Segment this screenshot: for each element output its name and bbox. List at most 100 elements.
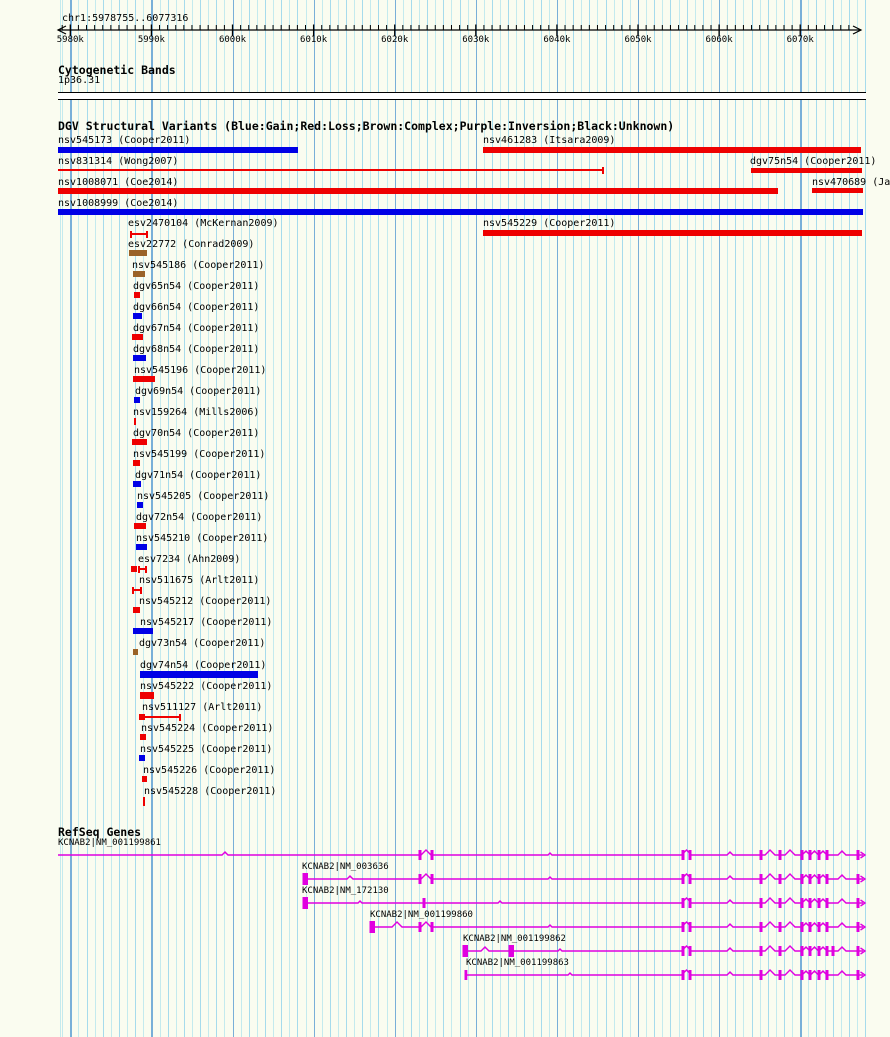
gene-model[interactable] <box>464 969 867 980</box>
variant-bar[interactable] <box>812 188 863 193</box>
variant-label[interactable]: nsv545173 (Cooper2011) <box>58 135 191 146</box>
variant-bar[interactable] <box>139 714 145 720</box>
cytoband-bar[interactable] <box>58 91 866 100</box>
gene-model[interactable] <box>302 873 867 885</box>
variant-bar[interactable] <box>134 418 136 425</box>
variant-label[interactable]: nsv159264 (Mills2006) <box>133 407 260 418</box>
variant-label[interactable]: dgv69n54 (Cooper2011) <box>135 386 262 397</box>
gene-exon-box[interactable] <box>302 897 308 909</box>
variant-bar[interactable] <box>134 397 140 403</box>
variant-label[interactable]: nsv511675 (Arlt2011) <box>139 575 260 586</box>
variant-bar[interactable] <box>134 292 140 298</box>
variant-span-line[interactable] <box>58 169 604 171</box>
gene-exon-tick[interactable] <box>808 898 812 908</box>
gene-exon-tick[interactable] <box>759 946 763 956</box>
gene-label[interactable]: KCNAB2|NM_001199860 <box>370 910 473 920</box>
gene-intron-line[interactable] <box>371 921 863 928</box>
gene-exon-tick[interactable] <box>422 898 426 908</box>
gene-exon-tick[interactable] <box>800 850 804 860</box>
variant-end-cap[interactable] <box>132 586 134 594</box>
gene-label[interactable]: KCNAB2|NM_003636 <box>302 862 389 872</box>
gene-exon-tick[interactable] <box>430 874 434 884</box>
variant-bar[interactable] <box>133 481 141 487</box>
variant-label[interactable]: nsv545217 (Cooper2011) <box>140 617 273 628</box>
gene-exon-tick[interactable] <box>817 898 821 908</box>
gene-exon-tick[interactable] <box>778 922 782 932</box>
gene-exon-tick[interactable] <box>825 946 829 956</box>
variant-bar[interactable] <box>58 188 778 194</box>
variant-end-cap[interactable] <box>145 565 147 573</box>
gene-exon-tick[interactable] <box>856 898 860 908</box>
variant-bar[interactable] <box>140 692 154 699</box>
gene-label[interactable]: KCNAB2|NM_001199862 <box>463 934 566 944</box>
variant-bar[interactable] <box>133 607 140 613</box>
gene-label[interactable]: KCNAB2|NM_001199861 <box>58 838 161 848</box>
variant-label[interactable]: nsv545226 (Cooper2011) <box>143 765 276 776</box>
variant-label[interactable]: nsv1008999 (Coe2014) <box>58 198 179 209</box>
variant-bar[interactable] <box>143 797 145 806</box>
gene-exon-tick[interactable] <box>778 898 782 908</box>
gene-model[interactable] <box>58 849 867 860</box>
gene-exon-tick[interactable] <box>759 850 763 860</box>
gene-exon-tick[interactable] <box>430 850 434 860</box>
gene-exon-tick[interactable] <box>759 922 763 932</box>
gene-exon-tick[interactable] <box>681 970 685 980</box>
variant-label[interactable]: nsv545225 (Cooper2011) <box>140 744 273 755</box>
variant-label[interactable]: nsv831314 (Wong2007) <box>58 156 179 167</box>
variant-label[interactable]: nsv1008071 (Coe2014) <box>58 177 179 188</box>
variant-bar[interactable] <box>137 502 143 508</box>
gene-exon-tick[interactable] <box>759 898 763 908</box>
variant-span-line[interactable] <box>138 568 147 570</box>
gene-exon-tick[interactable] <box>856 874 860 884</box>
variant-bar[interactable] <box>58 147 298 153</box>
gene-exon-tick[interactable] <box>856 946 860 956</box>
gene-exon-tick[interactable] <box>817 970 821 980</box>
gene-exon-tick[interactable] <box>681 946 685 956</box>
variant-label[interactable]: dgv72n54 (Cooper2011) <box>136 512 263 523</box>
variant-bar[interactable] <box>132 334 143 340</box>
gene-exon-tick[interactable] <box>825 922 829 932</box>
variant-label[interactable]: dgv71n54 (Cooper2011) <box>135 470 262 481</box>
gene-exon-tick[interactable] <box>778 970 782 980</box>
gene-exon-tick[interactable] <box>817 874 821 884</box>
gene-intron-line[interactable] <box>58 849 863 856</box>
gene-exon-box[interactable] <box>302 873 308 885</box>
gene-exon-tick[interactable] <box>778 946 782 956</box>
variant-label[interactable]: esv7234 (Ahn2009) <box>138 554 241 565</box>
variant-span-line[interactable] <box>132 589 142 591</box>
variant-bar[interactable] <box>133 313 142 319</box>
gene-exon-tick[interactable] <box>825 874 829 884</box>
gene-exon-tick[interactable] <box>808 946 812 956</box>
variant-bar[interactable] <box>58 209 863 215</box>
variant-label[interactable]: nsv545224 (Cooper2011) <box>141 723 274 734</box>
variant-bar[interactable] <box>133 628 153 634</box>
gene-exon-tick[interactable] <box>778 874 782 884</box>
variant-label[interactable]: esv22772 (Conrad2009) <box>128 239 255 250</box>
variant-bar[interactable] <box>142 776 147 782</box>
gene-model[interactable] <box>369 921 867 933</box>
gene-exon-tick[interactable] <box>825 970 829 980</box>
variant-label[interactable]: esv2470104 (McKernan2009) <box>128 218 279 229</box>
gene-exon-tick[interactable] <box>688 922 692 932</box>
variant-bar[interactable] <box>134 523 146 529</box>
gene-start-tick[interactable] <box>464 970 468 980</box>
variant-label[interactable]: nsv545212 (Cooper2011) <box>139 596 272 607</box>
gene-model[interactable] <box>302 897 867 909</box>
variant-bar[interactable] <box>133 271 145 277</box>
variant-label[interactable]: dgv66n54 (Cooper2011) <box>133 302 260 313</box>
gene-exon-tick[interactable] <box>817 946 821 956</box>
gene-exon-tick[interactable] <box>688 946 692 956</box>
gene-exon-tick[interactable] <box>418 874 422 884</box>
variant-bar[interactable] <box>140 671 258 678</box>
variant-bar[interactable] <box>483 230 862 236</box>
variant-end-cap[interactable] <box>138 565 140 573</box>
variant-label[interactable]: nsv545222 (Cooper2011) <box>140 681 273 692</box>
gene-exon-box[interactable] <box>508 945 514 957</box>
variant-label[interactable]: nsv461283 (Itsara2009) <box>483 135 616 146</box>
variant-label[interactable]: nsv470689 (Ja <box>812 177 890 188</box>
variant-bar[interactable] <box>133 376 155 382</box>
variant-end-cap[interactable] <box>602 166 604 174</box>
variant-bar[interactable] <box>132 439 147 445</box>
gene-exon-box[interactable] <box>462 945 468 957</box>
gene-exon-tick[interactable] <box>825 850 829 860</box>
